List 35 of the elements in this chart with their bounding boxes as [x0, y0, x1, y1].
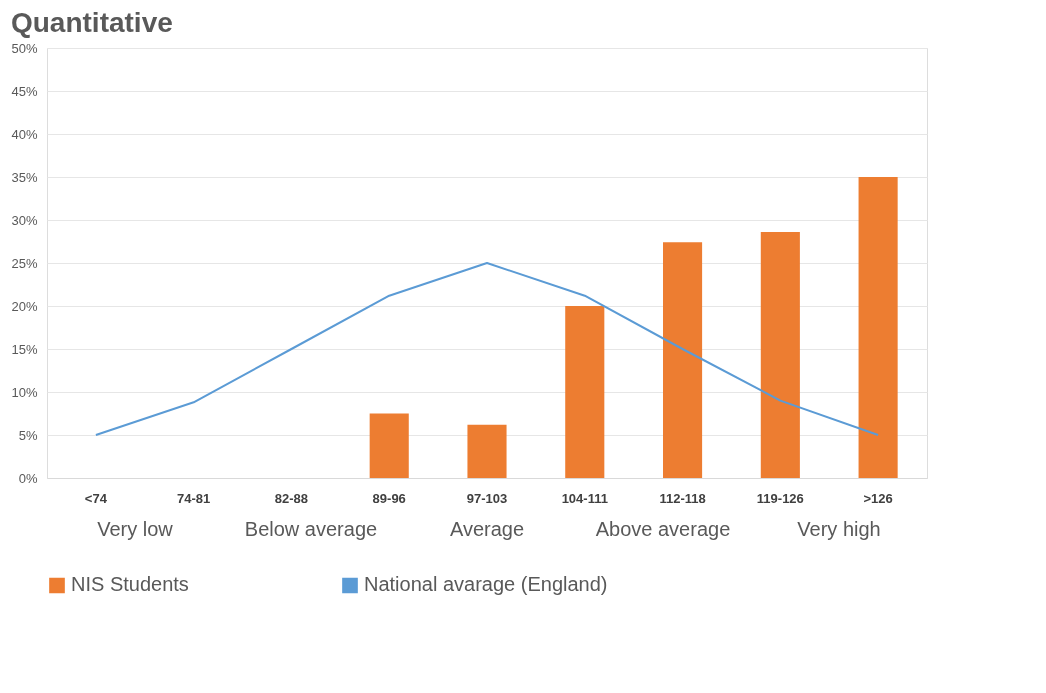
x-tick-label: 97-103 [466, 490, 508, 506]
y-tick-label: 20% [11, 298, 38, 314]
text: Very high [797, 518, 881, 540]
bar [565, 306, 605, 478]
bar [369, 413, 409, 478]
text: Very low [97, 518, 174, 540]
line-series [94, 262, 880, 436]
bar [663, 242, 703, 478]
y-tick-label: 15% [11, 341, 38, 357]
x-tick-label: >126 [863, 490, 893, 506]
y-tick-label: 5% [18, 427, 38, 443]
bar [760, 232, 800, 478]
y-tick-label: 35% [11, 169, 38, 185]
y-tick-label: 40% [11, 126, 38, 142]
y-tick-label: 25% [11, 255, 38, 271]
x-tick-label: 82-88 [274, 490, 309, 506]
y-tick-label: 50% [11, 40, 38, 56]
text: Average [449, 518, 525, 540]
y-tick-label: 10% [11, 384, 38, 400]
x-tick-label: 74-81 [177, 490, 211, 506]
bar [858, 177, 898, 478]
x-tick-label: 104-111 [561, 490, 608, 506]
text: Above average [595, 518, 731, 540]
legend-label: National avarage (England) [364, 573, 608, 596]
y-tick-label: 0% [18, 470, 38, 486]
y-tick-label: 30% [11, 212, 38, 228]
x-tick-label: 119-126 [756, 490, 804, 506]
legend-label: NIS Students [71, 573, 189, 596]
chart-title: Quantitative [10, 7, 173, 38]
x-tick-label: 112-118 [659, 490, 706, 506]
bar [467, 424, 507, 478]
x-tick-label: 89-96 [372, 490, 406, 506]
x-tick-label: <74 [84, 490, 108, 506]
text: Below average [244, 518, 378, 540]
y-tick-label: 45% [11, 83, 38, 99]
